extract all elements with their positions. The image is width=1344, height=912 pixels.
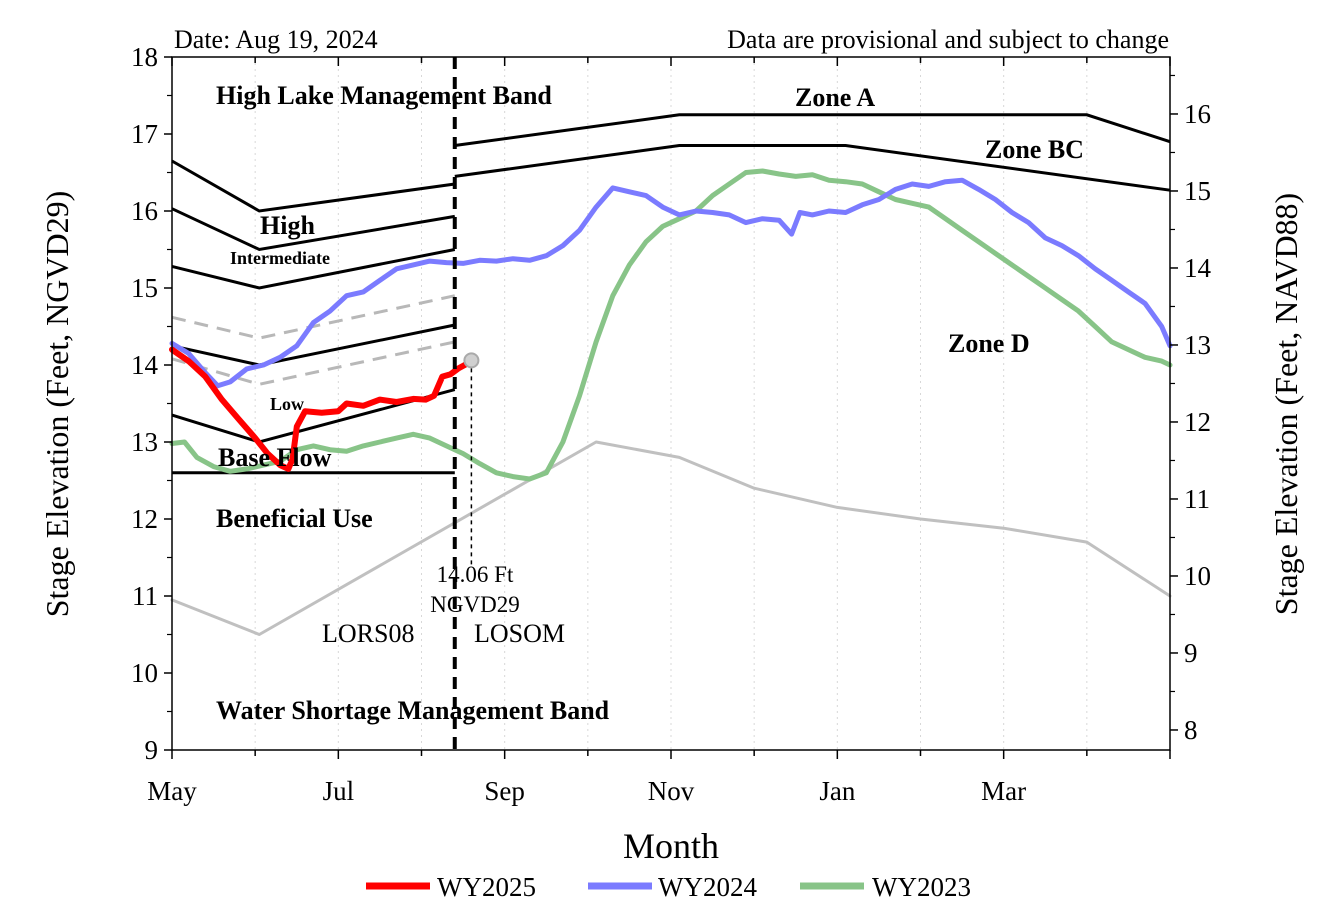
lors-high-line (171, 159, 456, 213)
label-losom: LOSOM (474, 619, 565, 648)
dash-upper-line (171, 294, 456, 340)
left-axis-title: Stage Elevation (Feet, NGVD29) (39, 191, 75, 618)
x-tick-label: Nov (648, 776, 695, 806)
right-tick-label: 14 (1184, 253, 1212, 283)
lors-intermediate-line (171, 207, 456, 252)
dashed-reference-lines (171, 294, 456, 386)
label-zone-d: Zone D (948, 329, 1030, 358)
lors-base-top-line (171, 323, 456, 367)
label-beneficial-use: Beneficial Use (216, 504, 373, 533)
right-tick-label: 16 (1184, 99, 1211, 129)
series-line-wy2024 (169, 177, 1173, 389)
losom-zone-a-line (454, 113, 1171, 147)
x-tick-label: May (147, 776, 197, 806)
losom-zone-bc-line (454, 144, 1171, 192)
series-line-gray (170, 440, 1172, 636)
left-tick-label: 10 (131, 658, 158, 688)
left-tick-label: 12 (131, 504, 158, 534)
left-tick-label: 11 (132, 581, 158, 611)
x-axis-title: Month (623, 826, 719, 866)
right-tick-label: 8 (1184, 715, 1198, 745)
x-axis: May Jul Sep Nov Jan Mar (147, 57, 1171, 806)
x-tick-label: Mar (981, 776, 1026, 806)
legend-label-wy2024: WY2024 (658, 872, 757, 902)
label-high-lake-band: High Lake Management Band (216, 81, 552, 110)
right-y-axis: 8 9 10 11 12 13 14 15 16 (1170, 74, 1212, 745)
dash-lower-line (171, 340, 456, 386)
series-lines (169, 168, 1173, 636)
current-value-unit: NGVD29 (430, 592, 519, 617)
label-zone-a: Zone A (795, 83, 875, 112)
legend-label-wy2025: WY2025 (437, 872, 536, 902)
current-value-label: 14.06 Ft (437, 562, 514, 587)
right-tick-label: 11 (1184, 484, 1210, 514)
right-axis-title: Stage Elevation (Feet, NAVD88) (1268, 193, 1304, 615)
disclaimer-text: Data are provisional and subject to chan… (727, 25, 1169, 54)
label-low: Low (270, 394, 304, 414)
current-value-marker (463, 352, 480, 369)
left-tick-label: 15 (131, 273, 158, 303)
label-base-flow: Base Flow (218, 443, 332, 472)
right-tick-label: 12 (1184, 407, 1211, 437)
lors-low-line (171, 248, 456, 290)
label-water-shortage-band: Water Shortage Management Band (216, 696, 610, 725)
right-tick-label: 15 (1184, 176, 1211, 206)
left-tick-label: 14 (131, 350, 159, 380)
date-label: Date: Aug 19, 2024 (174, 25, 378, 54)
legend: WY2025 WY2024 WY2023 (366, 872, 971, 902)
left-tick-label: 13 (131, 427, 158, 457)
label-lors08: LORS08 (322, 619, 414, 648)
series-line-wy2025 (169, 346, 475, 472)
left-tick-label: 17 (131, 119, 158, 149)
x-tick-label: Sep (484, 776, 525, 806)
right-tick-label: 9 (1184, 638, 1198, 668)
label-intermediate: Intermediate (230, 248, 330, 268)
x-tick-label: Jan (819, 776, 855, 806)
x-tick-label: Jul (323, 776, 355, 806)
right-tick-label: 13 (1184, 330, 1211, 360)
left-tick-label: 9 (145, 735, 159, 765)
label-zone-bc: Zone BC (985, 135, 1084, 164)
right-tick-label: 10 (1184, 561, 1211, 591)
left-tick-label: 16 (131, 196, 158, 226)
zone-boundary-lines (171, 113, 1171, 475)
left-tick-label: 18 (131, 42, 158, 72)
left-y-axis: 9 10 11 12 13 14 15 16 17 18 (131, 42, 172, 765)
legend-label-wy2023: WY2023 (872, 872, 971, 902)
label-high: High (260, 211, 315, 240)
series-line-wy2023 (169, 168, 1173, 482)
